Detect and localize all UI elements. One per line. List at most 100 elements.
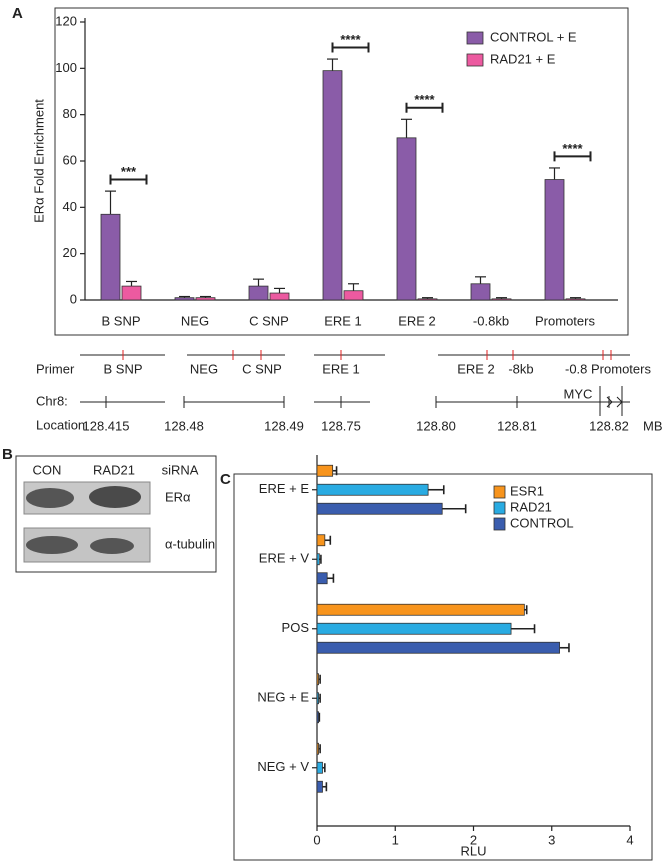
panel-b-frame xyxy=(15,455,217,573)
bar xyxy=(316,780,323,793)
bar xyxy=(544,179,565,301)
panel-label: C xyxy=(220,471,231,488)
y-tick-label: ERE + V xyxy=(259,551,310,566)
bar xyxy=(248,285,269,301)
legend-swatch xyxy=(466,31,484,45)
primer-label: ERE 1 xyxy=(322,361,360,376)
y-tick-label: 60 xyxy=(63,152,77,167)
legend-label: RAD21 xyxy=(510,499,552,514)
panel-label: B xyxy=(2,446,13,463)
primer-label: -8kb xyxy=(508,361,533,376)
gene-label: MYC xyxy=(564,386,593,401)
y-tick-label: NEG + V xyxy=(257,759,309,774)
bar xyxy=(316,572,328,585)
significance-label: **** xyxy=(340,32,361,47)
location-label: 128.81 xyxy=(497,418,537,433)
x-tick-label: 0 xyxy=(313,832,320,847)
unit-label: MB xyxy=(643,418,663,433)
y-tick-label: 40 xyxy=(63,199,77,214)
x-tick-label: -0.8kb xyxy=(473,313,509,328)
y-tick-label: 80 xyxy=(63,106,77,121)
bar xyxy=(396,137,417,301)
significance-label: *** xyxy=(121,164,137,179)
bar xyxy=(316,534,326,547)
x-tick-label: B SNP xyxy=(101,313,140,328)
y-axis-label: ERα Fold Enrichment xyxy=(31,99,46,223)
bar xyxy=(322,70,343,301)
bar xyxy=(316,483,429,496)
y-tick-label: 0 xyxy=(70,291,77,306)
legend-label: CONTROL xyxy=(510,515,574,530)
primer-label: -0.8 Promoters xyxy=(565,361,651,376)
legend-label: RAD21 + E xyxy=(490,51,556,66)
location-label: 128.75 xyxy=(321,418,361,433)
panel-label: A xyxy=(12,5,23,22)
bar xyxy=(316,711,319,724)
y-tick-label: NEG + E xyxy=(257,690,309,705)
bar xyxy=(316,742,319,755)
legend-swatch xyxy=(493,501,506,515)
condition-label: siRNA xyxy=(162,462,199,477)
panel-a-frame xyxy=(54,7,629,336)
legend-swatch xyxy=(493,485,506,499)
bar xyxy=(316,622,512,635)
significance-label: **** xyxy=(562,141,583,156)
bar xyxy=(316,673,319,686)
bar xyxy=(195,297,216,301)
blot-band xyxy=(90,538,134,554)
bar xyxy=(121,285,142,301)
y-tick-label: 20 xyxy=(63,245,77,260)
bar xyxy=(316,502,443,515)
bar xyxy=(100,213,121,301)
bar xyxy=(343,290,364,301)
blot-band xyxy=(26,488,74,508)
band-label: ERα xyxy=(165,489,191,504)
bar xyxy=(565,298,586,301)
panel-c-frame xyxy=(233,473,653,861)
significance-label: **** xyxy=(414,92,435,107)
row-label: Location xyxy=(36,417,85,432)
lane-label: RAD21 xyxy=(93,462,135,477)
legend-label: ESR1 xyxy=(510,483,544,498)
legend-swatch xyxy=(493,517,506,531)
y-tick-label: POS xyxy=(282,620,310,635)
bar xyxy=(417,298,438,301)
primer-label: B SNP xyxy=(103,361,142,376)
x-axis-label: RLU xyxy=(460,843,486,858)
gene-arrow xyxy=(600,396,623,408)
x-tick-label: 3 xyxy=(548,832,555,847)
bar xyxy=(316,641,560,654)
location-label: 128.82 xyxy=(589,418,629,433)
y-tick-label: 100 xyxy=(55,60,77,75)
x-tick-label: 2 xyxy=(470,832,477,847)
location-label: 128.80 xyxy=(416,418,456,433)
x-tick-label: ERE 1 xyxy=(324,313,362,328)
primer-label: C SNP xyxy=(242,361,282,376)
bar xyxy=(316,692,319,705)
row-label: Primer xyxy=(36,361,75,376)
bar xyxy=(491,298,512,301)
x-tick-label: 4 xyxy=(626,832,633,847)
legend-label: CONTROL + E xyxy=(490,29,577,44)
legend-swatch xyxy=(466,53,484,67)
y-tick-label: 120 xyxy=(55,13,77,28)
location-label: 128.49 xyxy=(264,418,304,433)
bar xyxy=(316,761,323,774)
location-label: 128.415 xyxy=(83,418,130,433)
lane-label: CON xyxy=(33,462,62,477)
primer-label: ERE 2 xyxy=(457,361,495,376)
bar xyxy=(316,603,525,616)
blot-band xyxy=(26,536,78,554)
row-label: Chr8: xyxy=(36,393,68,408)
x-tick-label: C SNP xyxy=(249,313,289,328)
location-label: 128.48 xyxy=(164,418,204,433)
bar xyxy=(470,283,491,301)
x-tick-label: Promoters xyxy=(535,313,595,328)
y-tick-label: ERE + E xyxy=(259,481,310,496)
primer-label: NEG xyxy=(190,361,218,376)
x-tick-label: NEG xyxy=(181,313,209,328)
x-tick-label: ERE 2 xyxy=(398,313,436,328)
bar xyxy=(269,292,290,301)
bar xyxy=(316,464,334,477)
